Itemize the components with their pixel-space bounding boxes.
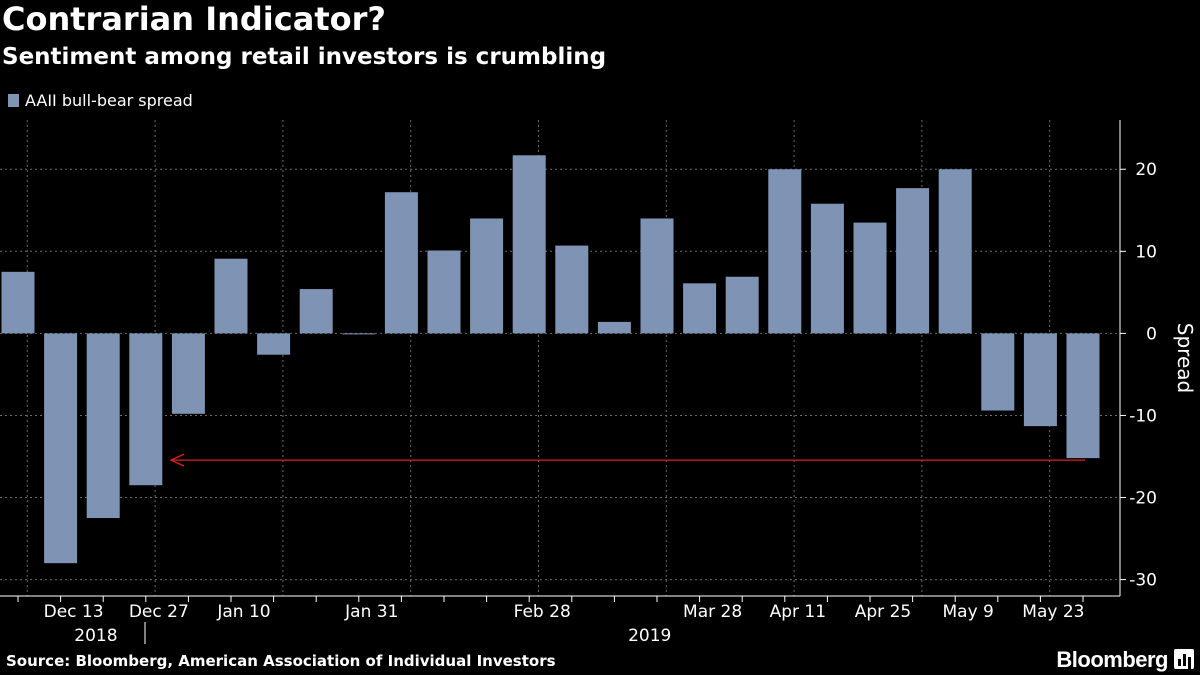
bar xyxy=(981,333,1015,411)
bar xyxy=(427,250,461,334)
chart-title: Contrarian Indicator? xyxy=(2,0,386,38)
bar xyxy=(44,333,78,564)
chart-subtitle: Sentiment among retail investors is crum… xyxy=(2,44,607,70)
bar xyxy=(683,283,717,334)
bar xyxy=(257,333,291,355)
legend-label: AAII bull-bear spread xyxy=(25,91,193,110)
bar xyxy=(1,271,35,334)
bar xyxy=(1066,333,1100,459)
y-tick-label: -30 xyxy=(1129,571,1157,591)
x-tick-label: May 23 xyxy=(1022,602,1084,622)
y-tick-label: -10 xyxy=(1129,406,1157,426)
bar xyxy=(896,188,930,334)
y-tick-label: 0 xyxy=(1146,324,1157,344)
bloomberg-logo: Bloomberg xyxy=(1056,647,1168,672)
y-tick-label: 20 xyxy=(1135,160,1157,180)
source-note: Source: Bloomberg, American Association … xyxy=(6,652,556,670)
y-axis-label: Spread xyxy=(1173,323,1197,393)
bar xyxy=(86,333,120,519)
x-tick-label: Apr 25 xyxy=(855,602,911,622)
year-label: 2018 xyxy=(74,626,117,646)
bar xyxy=(853,222,887,334)
y-tick-label: 10 xyxy=(1135,242,1157,262)
bar xyxy=(512,155,546,334)
x-tick-label: Jan 31 xyxy=(344,602,398,622)
bar xyxy=(299,289,333,334)
bar xyxy=(342,333,376,335)
bar xyxy=(810,203,844,334)
bar xyxy=(214,258,248,334)
bar xyxy=(768,169,802,334)
bar xyxy=(555,245,589,334)
x-tick-label: Dec 27 xyxy=(129,602,189,622)
bar xyxy=(1023,333,1057,427)
bar xyxy=(171,333,205,414)
legend-swatch xyxy=(8,94,19,107)
bar xyxy=(384,192,418,334)
bar xyxy=(725,276,759,334)
bar xyxy=(597,321,631,334)
annotation-arrow-head xyxy=(169,453,185,467)
bloomberg-terminal-icon xyxy=(1174,649,1194,669)
bar xyxy=(938,169,972,334)
x-tick-label: Dec 13 xyxy=(44,602,104,622)
bar xyxy=(470,218,504,334)
legend: AAII bull-bear spread xyxy=(8,91,193,110)
x-tick-label: May 9 xyxy=(943,602,994,622)
bar xyxy=(640,218,674,334)
bar xyxy=(129,333,163,486)
x-tick-label: Apr 11 xyxy=(770,602,826,622)
y-tick-label: -20 xyxy=(1129,489,1157,509)
x-tick-label: Jan 10 xyxy=(216,602,270,622)
year-label: 2019 xyxy=(628,626,671,646)
x-tick-label: Mar 28 xyxy=(683,602,742,622)
x-tick-label: Feb 28 xyxy=(514,602,571,622)
